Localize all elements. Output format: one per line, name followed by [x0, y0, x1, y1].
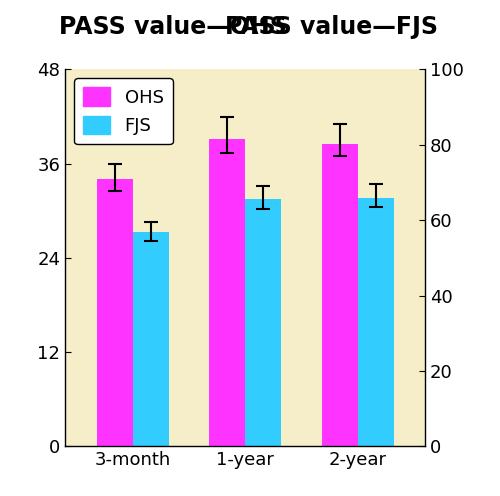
Legend: OHS, FJS: OHS, FJS	[74, 78, 172, 144]
Bar	[245, 199, 281, 446]
Text: PASS value—FJS: PASS value—FJS	[225, 15, 438, 39]
Text: PASS value—OHS: PASS value—OHS	[59, 15, 287, 39]
Bar	[358, 197, 394, 446]
Bar	[209, 138, 245, 446]
Bar	[132, 232, 168, 446]
Bar	[322, 144, 358, 446]
Bar	[96, 180, 132, 446]
